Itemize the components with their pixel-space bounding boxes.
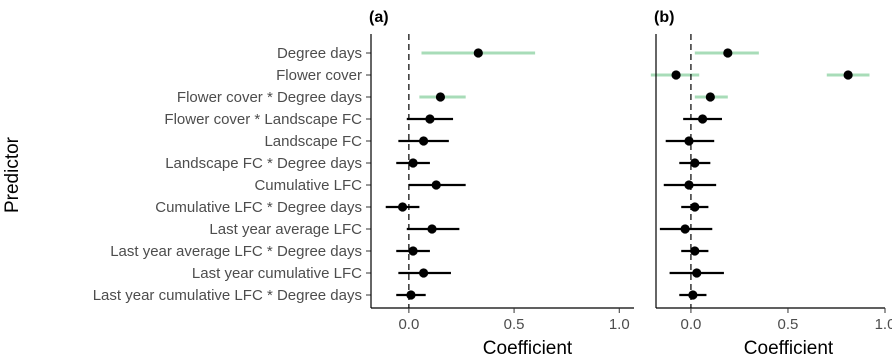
- x-tick-label: 0.0: [398, 316, 419, 333]
- y-axis-title: Predictor: [2, 136, 23, 213]
- x-axis-title: Coefficient: [744, 338, 834, 359]
- estimate-point: [684, 136, 694, 146]
- x-tick-label: 1.0: [609, 316, 630, 333]
- estimate-point: [431, 180, 441, 190]
- predictor-labels: Degree days Flower cover Flower cover * De…: [93, 45, 371, 304]
- predictor-label: Cumulative LFC: [254, 177, 362, 194]
- estimate-point: [408, 158, 418, 168]
- estimate-point: [397, 202, 408, 212]
- x-tick-label: 0.0: [681, 316, 702, 333]
- predictor-label: Last year cumulative LFC * Degree days: [93, 287, 362, 304]
- estimate-point: [419, 268, 429, 278]
- predictor-label: Last year average LFC * Degree days: [110, 243, 362, 260]
- estimate-point: [473, 48, 483, 58]
- estimate-point: [688, 290, 698, 300]
- estimate-point: [425, 114, 435, 124]
- estimate-point: [723, 48, 733, 58]
- x-tick-label: 1.0: [875, 316, 892, 333]
- estimate-point: [680, 224, 690, 234]
- estimate-point: [408, 246, 418, 256]
- estimate-point: [690, 246, 700, 256]
- panel-tag: (a): [369, 9, 389, 26]
- x-axis-title: Coefficient: [483, 338, 573, 359]
- estimate-point: [671, 70, 681, 80]
- panels: (a) 0.0 0.5 1.0 Coefficient (b) 0.0 0.5 1.0 Coeff…: [369, 9, 892, 359]
- panel-tag: (b): [654, 9, 674, 26]
- predictor-label: Landscape FC * Degree days: [165, 155, 362, 172]
- estimate-point: [843, 70, 853, 80]
- estimate-point: [692, 268, 702, 278]
- x-tick-label: 0.5: [504, 316, 525, 333]
- estimate-point: [690, 202, 700, 212]
- estimate-point: [705, 92, 715, 102]
- x-tick-label: 0.5: [778, 316, 799, 333]
- predictor-label: Last year average LFC: [209, 221, 362, 238]
- estimate-point: [684, 180, 694, 190]
- predictor-label: Flower cover * Landscape FC: [164, 111, 362, 128]
- panel-a: (a) 0.0 0.5 1.0 Coefficient: [369, 9, 700, 359]
- predictor-label: Landscape FC: [264, 133, 362, 150]
- predictor-label: Flower cover * Degree days: [177, 89, 362, 106]
- predictor-label: Flower cover: [276, 67, 362, 84]
- estimate-point: [427, 224, 437, 234]
- predictor-label: Cumulative LFC * Degree days: [155, 199, 362, 216]
- estimate-point: [435, 92, 446, 102]
- predictor-label: Last year cumulative LFC: [192, 265, 362, 282]
- estimate-point: [419, 136, 429, 146]
- estimate-point: [697, 114, 708, 124]
- panel-b: (b) 0.0 0.5 1.0 Coefficient: [654, 9, 892, 359]
- predictor-label: Degree days: [277, 45, 362, 62]
- estimate-point: [690, 158, 700, 168]
- estimate-point: [406, 290, 416, 300]
